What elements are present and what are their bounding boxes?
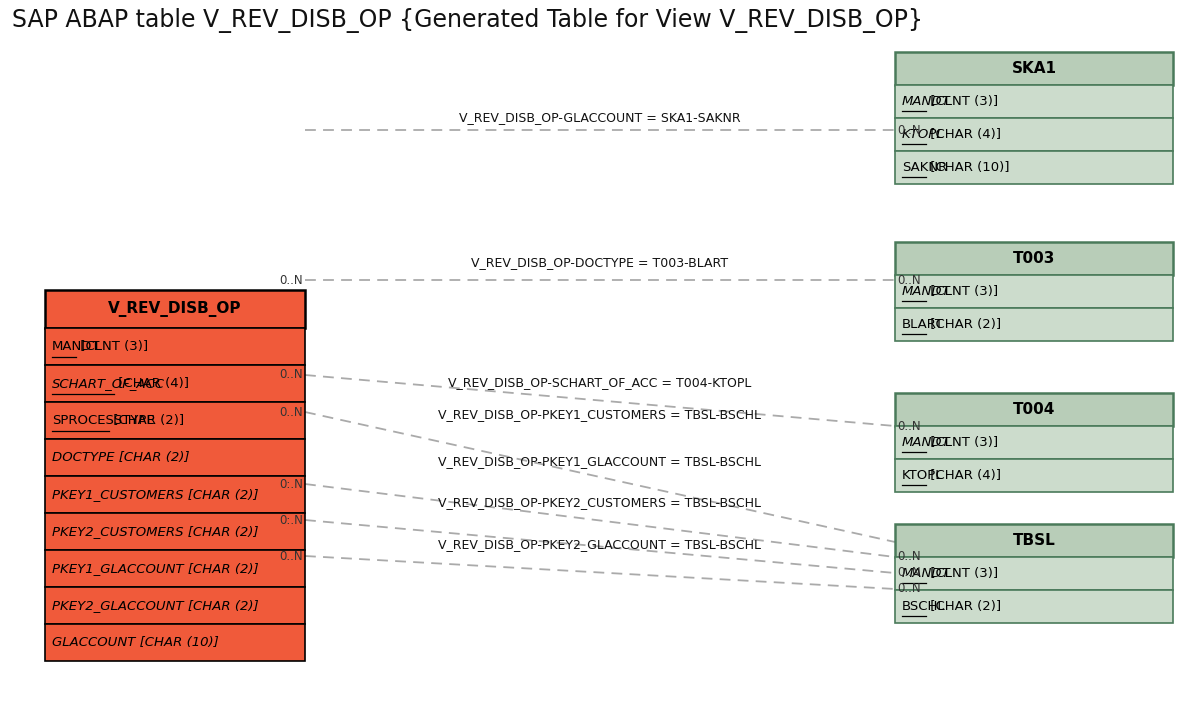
Text: [CHAR (2)]: [CHAR (2)] bbox=[925, 318, 1001, 331]
Bar bbox=[45, 587, 305, 624]
Bar bbox=[45, 476, 305, 513]
Text: [CHAR (4)]: [CHAR (4)] bbox=[114, 377, 188, 390]
Text: V_REV_DISB_OP-PKEY1_CUSTOMERS = TBSL-BSCHL: V_REV_DISB_OP-PKEY1_CUSTOMERS = TBSL-BSC… bbox=[438, 409, 762, 422]
Text: SKA1: SKA1 bbox=[1012, 61, 1057, 76]
Bar bbox=[895, 590, 1173, 623]
Text: [CHAR (10)]: [CHAR (10)] bbox=[925, 161, 1010, 174]
Bar bbox=[895, 459, 1173, 492]
Bar bbox=[45, 328, 305, 365]
Text: V_REV_DISB_OP-PKEY2_GLACCOUNT = TBSL-BSCHL: V_REV_DISB_OP-PKEY2_GLACCOUNT = TBSL-BSC… bbox=[438, 538, 762, 551]
Bar bbox=[45, 513, 305, 550]
Text: 0..N: 0..N bbox=[897, 566, 921, 579]
Bar bbox=[45, 365, 305, 402]
Text: PKEY1_CUSTOMERS [CHAR (2)]: PKEY1_CUSTOMERS [CHAR (2)] bbox=[52, 488, 258, 501]
Text: [CLNT (3)]: [CLNT (3)] bbox=[76, 340, 148, 353]
Text: V_REV_DISB_OP-SCHART_OF_ACC = T004-KTOPL: V_REV_DISB_OP-SCHART_OF_ACC = T004-KTOPL bbox=[448, 377, 751, 390]
Text: T004: T004 bbox=[1013, 402, 1055, 417]
Text: [CHAR (4)]: [CHAR (4)] bbox=[925, 128, 1000, 141]
Text: V_REV_DISB_OP-DOCTYPE = T003-BLART: V_REV_DISB_OP-DOCTYPE = T003-BLART bbox=[472, 256, 729, 269]
Text: BSCHL: BSCHL bbox=[902, 600, 946, 613]
Bar bbox=[895, 118, 1173, 151]
Text: 0..N: 0..N bbox=[897, 274, 921, 286]
Text: MANDT: MANDT bbox=[902, 285, 950, 298]
Text: DOCTYPE [CHAR (2)]: DOCTYPE [CHAR (2)] bbox=[52, 451, 190, 464]
Text: SPROCESSTYPE: SPROCESSTYPE bbox=[52, 414, 154, 427]
Text: SAKNR: SAKNR bbox=[902, 161, 947, 174]
Bar bbox=[895, 426, 1173, 459]
Text: MANDT: MANDT bbox=[902, 567, 950, 580]
Bar bbox=[45, 402, 305, 439]
Text: [CHAR (2)]: [CHAR (2)] bbox=[109, 414, 184, 427]
Text: MANDT: MANDT bbox=[902, 436, 950, 449]
Text: SAP ABAP table V_REV_DISB_OP {Generated Table for View V_REV_DISB_OP}: SAP ABAP table V_REV_DISB_OP {Generated … bbox=[12, 8, 923, 33]
Text: [CLNT (3)]: [CLNT (3)] bbox=[925, 285, 998, 298]
Bar bbox=[895, 85, 1173, 118]
Text: [CLNT (3)]: [CLNT (3)] bbox=[925, 95, 998, 108]
Bar bbox=[895, 151, 1173, 184]
Bar bbox=[45, 290, 305, 328]
Bar bbox=[895, 557, 1173, 590]
Text: V_REV_DISB_OP-PKEY1_GLACCOUNT = TBSL-BSCHL: V_REV_DISB_OP-PKEY1_GLACCOUNT = TBSL-BSC… bbox=[438, 455, 762, 468]
Text: BLART: BLART bbox=[902, 318, 944, 331]
Bar bbox=[895, 52, 1173, 85]
Text: PKEY2_CUSTOMERS [CHAR (2)]: PKEY2_CUSTOMERS [CHAR (2)] bbox=[52, 525, 258, 538]
Text: MANDT: MANDT bbox=[52, 340, 101, 353]
Text: T003: T003 bbox=[1013, 251, 1055, 266]
Text: 0..N: 0..N bbox=[280, 405, 303, 418]
Text: V_REV_DISB_OP: V_REV_DISB_OP bbox=[108, 301, 242, 317]
Text: 0..N: 0..N bbox=[280, 549, 303, 563]
Bar bbox=[895, 393, 1173, 426]
Text: 0..N: 0..N bbox=[280, 369, 303, 382]
Text: 0:.N: 0:.N bbox=[280, 513, 303, 526]
Text: V_REV_DISB_OP-GLACCOUNT = SKA1-SAKNR: V_REV_DISB_OP-GLACCOUNT = SKA1-SAKNR bbox=[460, 112, 741, 125]
Text: 0..N: 0..N bbox=[897, 123, 921, 137]
Text: V_REV_DISB_OP-PKEY2_CUSTOMERS = TBSL-BSCHL: V_REV_DISB_OP-PKEY2_CUSTOMERS = TBSL-BSC… bbox=[438, 496, 762, 510]
Text: KTOPL: KTOPL bbox=[902, 128, 944, 141]
Text: [CLNT (3)]: [CLNT (3)] bbox=[925, 567, 998, 580]
Text: PKEY1_GLACCOUNT [CHAR (2)]: PKEY1_GLACCOUNT [CHAR (2)] bbox=[52, 562, 258, 575]
Text: TBSL: TBSL bbox=[1013, 533, 1056, 548]
Text: [CLNT (3)]: [CLNT (3)] bbox=[925, 436, 998, 449]
Bar bbox=[895, 524, 1173, 557]
Text: KTOPL: KTOPL bbox=[902, 469, 943, 482]
Text: 0..N: 0..N bbox=[897, 551, 921, 563]
Text: [CHAR (4)]: [CHAR (4)] bbox=[925, 469, 1000, 482]
Text: [CHAR (2)]: [CHAR (2)] bbox=[925, 600, 1001, 613]
Text: 0..N: 0..N bbox=[897, 583, 921, 596]
Bar bbox=[45, 439, 305, 476]
Text: 0:.N: 0:.N bbox=[280, 478, 303, 490]
Text: GLACCOUNT [CHAR (10)]: GLACCOUNT [CHAR (10)] bbox=[52, 636, 219, 649]
Bar bbox=[45, 550, 305, 587]
Bar bbox=[895, 275, 1173, 308]
Text: PKEY2_GLACCOUNT [CHAR (2)]: PKEY2_GLACCOUNT [CHAR (2)] bbox=[52, 599, 258, 612]
Bar bbox=[895, 242, 1173, 275]
Text: SCHART_OF_ACC: SCHART_OF_ACC bbox=[52, 377, 165, 390]
Text: 0..N: 0..N bbox=[280, 274, 303, 286]
Text: 0..N: 0..N bbox=[897, 420, 921, 432]
Text: MANDT: MANDT bbox=[902, 95, 950, 108]
Bar bbox=[45, 624, 305, 661]
Bar bbox=[895, 308, 1173, 341]
